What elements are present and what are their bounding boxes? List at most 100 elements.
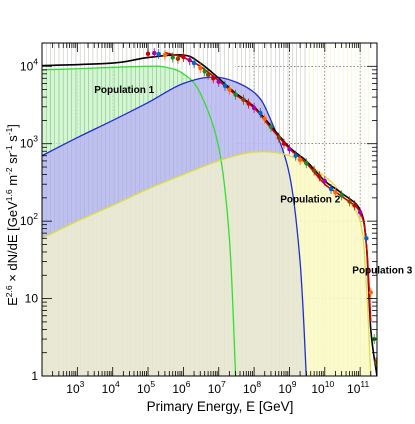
measurement-point [175,56,181,62]
measurement-point [156,51,161,57]
y-label-part: × dN/dE [GeV [5,201,20,286]
measurement-point [317,174,322,179]
measurement-point [347,199,352,204]
x-tick-base: 10 [347,382,361,396]
y-tick-exp: 2 [33,211,38,221]
measurement-points [145,48,377,368]
measurement-point [268,124,274,130]
measurement-point [191,60,197,66]
measurement-point [202,69,207,74]
plot-frame [41,42,378,377]
x-tick-base: 10 [243,382,257,396]
measurement-point [211,76,216,81]
y-tick-exp: 3 [33,134,38,144]
x-tick-base: 10 [137,382,151,396]
measurement-point [357,210,363,215]
measurement-point [368,290,373,295]
series-label: Population 3 [352,266,412,277]
x-tick-exp: 11 [360,379,369,389]
y-label-part: m [5,175,20,189]
x-tick-label: 109 [278,379,296,396]
measurement-point [339,193,344,198]
x-tick-exp: 4 [115,379,120,389]
measurement-point [145,51,151,57]
y-label-exp: -2 [4,167,14,175]
measurement-point [311,168,317,173]
y-tick-label: 102 [20,211,38,228]
x-tick-base: 10 [172,382,186,396]
x-tick-label: 1011 [347,379,369,396]
y-label-part: E [5,297,20,306]
series-line-1 [42,76,307,376]
y-tick-label: 1 [31,369,38,383]
measurement-point [276,135,281,140]
x-tick-base: 10 [102,382,116,396]
measurement-point [293,153,298,158]
y-tick-exp: 4 [33,56,38,66]
y-tick-base: 10 [25,292,39,306]
series-label: Population 1 [94,85,154,96]
y-tick-base: 10 [20,137,34,151]
measurement-point [152,50,157,56]
y-label-exp: -1 [4,127,14,135]
measurement-point [287,146,292,152]
measurement-point [304,161,309,166]
y-tick-base: 1 [31,369,38,383]
measurement-point [233,92,238,97]
x-tick-label: 106 [172,379,190,396]
measurement-point [181,54,186,60]
measurement-point [281,141,287,146]
population-fills [42,43,371,376]
x-tick-exp: 8 [256,379,261,389]
series-line-2 [42,151,372,376]
series-label: Population 2 [280,194,340,205]
x-tick-label: 105 [137,379,155,396]
measurement-point [246,101,251,106]
measurement-point [297,157,303,163]
x-tick-exp: 3 [80,379,85,389]
measurement-point [241,97,246,102]
x-tick-base: 10 [278,382,292,396]
measurement-point [333,190,338,195]
measurement-point [170,55,175,60]
x-tick-exp: 5 [150,379,155,389]
y-tick-base: 10 [20,214,34,228]
measurement-point [227,87,232,92]
x-tick-exp: 6 [186,379,191,389]
measurement-point [352,203,357,208]
y-label-part: ] [5,124,20,128]
y-label-exp: -1 [4,145,14,153]
measurement-point [205,72,211,77]
x-tick-exp: 9 [292,379,297,389]
x-tick-label: 108 [243,379,261,396]
series-fill-overlay-2 [42,151,371,376]
measurement-point [328,186,334,192]
x-axis-label: Primary Energy, E [GeV] [147,399,294,414]
x-tick-base: 10 [208,382,222,396]
y-tick-label: 103 [20,134,38,151]
x-tick-base: 10 [66,382,80,396]
y-tick-label: 104 [20,56,38,73]
measurement-point [251,105,257,111]
x-tick-label: 104 [102,379,120,396]
x-tick-label: 103 [66,379,84,396]
measurement-point [373,360,377,365]
measurement-point [198,65,203,71]
measurement-point [322,178,327,184]
y-label-exp: 1.6 [4,189,14,201]
series-line-0 [42,65,237,376]
y-label-part: sr [5,152,20,167]
y-axis-label: E2.6 × dN/dE [GeV1.6 m-2 sr-1 s-1] [4,124,20,306]
x-tick-base: 10 [311,382,325,396]
measurement-point [216,79,221,85]
measurement-point [364,236,369,241]
measurement-point [222,83,228,89]
measurement-point [162,52,168,58]
axis-ticks: 103 104 105 106 107 108 109 1010 101111010210310… [20,42,378,396]
y-tick-label: 10 [25,292,39,306]
x-tick-exp: 10 [325,379,335,389]
measurement-point [258,110,263,116]
x-tick-label: 107 [208,379,226,396]
measurement-point [187,57,192,63]
